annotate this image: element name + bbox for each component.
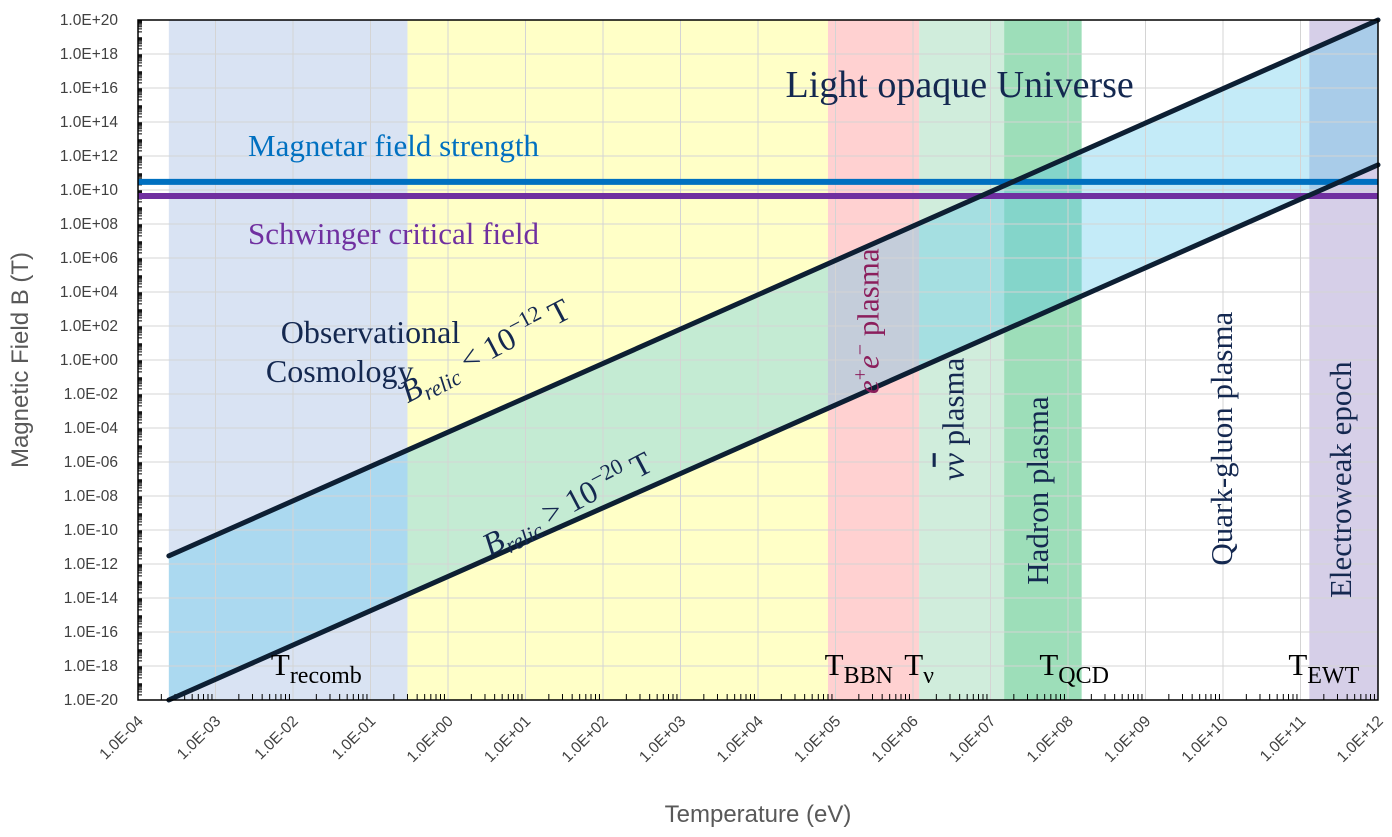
label-hadron-plasma: Hadron plasma <box>1020 396 1055 585</box>
x-tick-label: 1.0E+09 <box>1101 713 1154 766</box>
marker-main: T <box>825 647 844 682</box>
x-tick-label: 1.0E-03 <box>174 713 224 763</box>
y-tick-label: 1.0E-14 <box>64 590 119 607</box>
reference-line-label-1: Schwinger critical field <box>248 216 539 251</box>
y-tick-label: 1.0E+06 <box>60 250 118 267</box>
x-tick-label: 1.0E+03 <box>636 713 689 766</box>
y-tick-label: 1.0E+10 <box>60 182 119 199</box>
y-tick-label: 1.0E+20 <box>60 12 119 29</box>
ee-base-2: e <box>851 355 886 369</box>
ee-sup-1: + <box>850 369 872 380</box>
reference-lines: Magnetar field strength Schwinger critica… <box>138 128 1378 251</box>
y-tick-label: 1.0E+14 <box>60 114 119 131</box>
label-cosmology: Cosmology <box>266 353 414 389</box>
marker-main: T <box>904 647 923 682</box>
marker-sub: recomb <box>290 663 362 689</box>
y-tick-label: 1.0E-04 <box>64 420 119 437</box>
x-tick-label: 1.0E+01 <box>481 713 534 766</box>
y-tick-label: 1.0E+08 <box>60 216 118 233</box>
y-tick-label: 1.0E-12 <box>64 556 118 573</box>
temperature-marker-1: TBBN <box>825 647 893 689</box>
y-tick-label: 1.0E+04 <box>60 284 119 301</box>
marker-sub: EWT <box>1307 663 1359 689</box>
marker-main: T <box>1288 647 1307 682</box>
x-tick-label: 1.0E+10 <box>1179 713 1232 766</box>
ee-plasma-word: plasma <box>851 248 886 344</box>
x-tick-label: 1.0E+08 <box>1024 713 1077 766</box>
marker-sub: BBN <box>844 663 893 689</box>
marker-sub: ν <box>923 663 934 689</box>
reference-line-label-0: Magnetar field strength <box>248 128 539 163</box>
y-tick-label: 1.0E+16 <box>60 80 118 97</box>
y-tick-label: 1.0E+00 <box>60 352 119 369</box>
y-tick-labels: 1.0E+20 1.0E+18 1.0E+16 1.0E+14 1.0E+12 1.0E+… <box>60 12 119 709</box>
temperature-marker-2: Tν <box>904 647 934 689</box>
x-tick-label: 1.0E+00 <box>404 713 457 766</box>
relic-bound-line-0 <box>166 17 1381 559</box>
x-tick-label: 1.0E-02 <box>251 713 301 763</box>
x-axis-title: Temperature (eV) <box>665 801 852 828</box>
label-electroweak-epoch: Electroweak epoch <box>1323 361 1358 598</box>
nu-bar: ν <box>936 453 971 467</box>
y-tick-label: 1.0E-20 <box>64 692 119 709</box>
x-tick-label: 1.0E+12 <box>1334 713 1387 766</box>
y-tick-label: 1.0E-08 <box>64 488 118 505</box>
label-observational: Observational <box>281 314 461 350</box>
x-tick-label: 1.0E+04 <box>714 713 767 766</box>
ee-sup-2: − <box>850 344 872 355</box>
label-quark-gluon-plasma: Quark-gluon plasma <box>1204 311 1239 565</box>
series-lines <box>166 17 1381 703</box>
ee-base-1: e <box>851 380 886 394</box>
nu-1: ν <box>936 467 971 481</box>
y-axis-title: Magnetic Field B (T) <box>7 252 34 468</box>
marker-sub: QCD <box>1058 663 1109 689</box>
x-tick-label: 1.0E+05 <box>791 713 844 766</box>
y-tick-label: 1.0E-16 <box>64 624 118 641</box>
y-tick-label: 1.0E-06 <box>64 454 118 471</box>
temperature-marker-3: TQCD <box>1039 647 1109 689</box>
x-tick-label: 1.0E+06 <box>869 713 922 766</box>
y-tick-label: 1.0E+18 <box>60 46 118 63</box>
x-tick-label: 1.0E+07 <box>946 713 999 766</box>
label-nu-plasma: νν plasma <box>936 357 971 480</box>
y-tick-label: 1.0E-02 <box>64 386 118 403</box>
x-tick-labels: 1.0E-04 1.0E-03 1.0E-02 1.0E-01 1.0E+00 1.0E+… <box>96 713 1386 766</box>
y-tick-label: 1.0E-18 <box>64 658 118 675</box>
x-tick-label: 1.0E-01 <box>329 713 379 763</box>
y-tick-label: 1.0E+12 <box>60 148 118 165</box>
x-tick-label: 1.0E+02 <box>559 713 612 766</box>
temperature-marker-0: Trecomb <box>271 647 362 689</box>
temperature-marker-4: TEWT <box>1288 647 1359 689</box>
marker-main: T <box>1039 647 1058 682</box>
y-tick-label: 1.0E-10 <box>64 522 119 539</box>
x-tick-label: 1.0E+11 <box>1257 713 1309 765</box>
relic-bound-line-1 <box>166 162 1381 703</box>
x-tick-label: 1.0E-04 <box>96 713 147 764</box>
plot-border <box>137 19 1379 701</box>
grid <box>137 19 1379 701</box>
y-tick-label: 1.0E+02 <box>60 318 118 335</box>
label-light-opaque-universe: Light opaque Universe <box>786 64 1134 106</box>
label-ee-plasma: e+e− plasma <box>850 248 886 394</box>
marker-main: T <box>271 647 290 682</box>
nu-plasma-word: plasma <box>936 357 971 453</box>
